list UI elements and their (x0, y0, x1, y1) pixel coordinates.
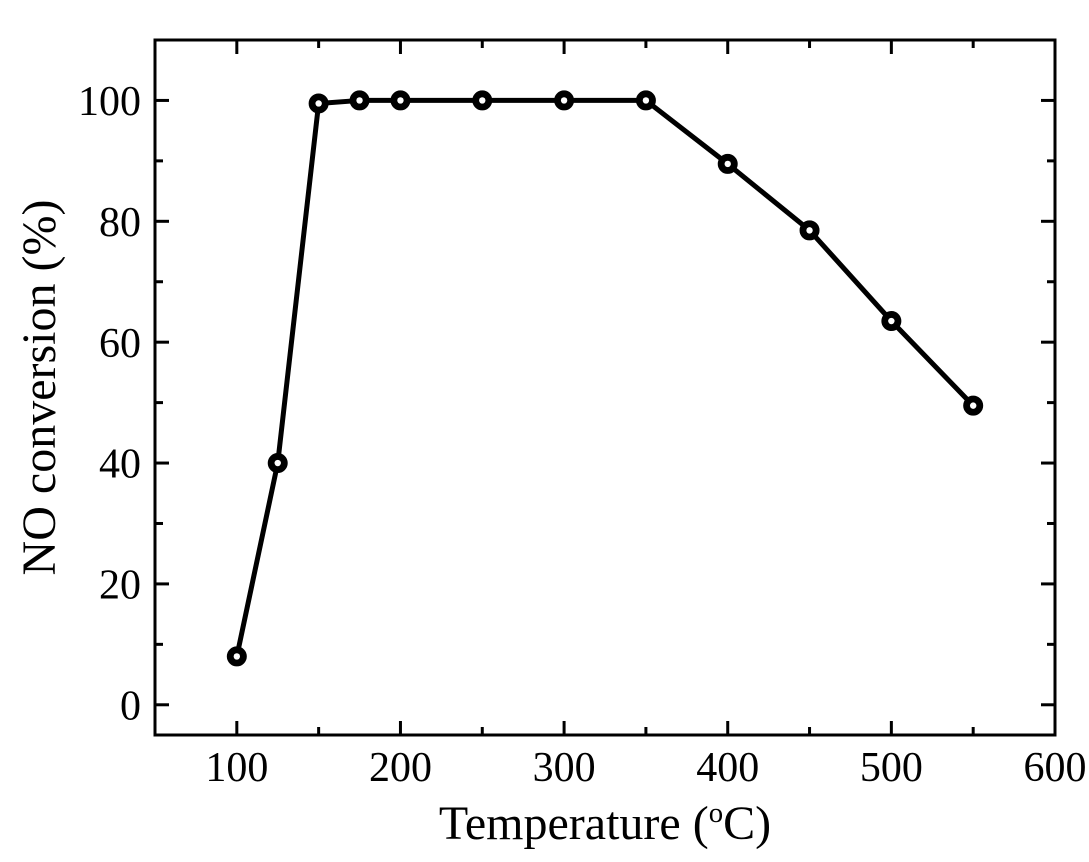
chart-svg: 100200300400500600020406080100Temperatur… (0, 0, 1089, 862)
svg-text:40: 40 (99, 442, 141, 488)
svg-text:500: 500 (860, 745, 923, 791)
svg-text:400: 400 (696, 745, 759, 791)
svg-text:200: 200 (369, 745, 432, 791)
svg-text:600: 600 (1024, 745, 1087, 791)
svg-text:NO conversion (%): NO conversion (%) (13, 200, 66, 576)
svg-text:100: 100 (205, 745, 268, 791)
svg-text:20: 20 (99, 563, 141, 609)
svg-text:60: 60 (99, 321, 141, 367)
svg-text:100: 100 (78, 79, 141, 125)
svg-text:0: 0 (120, 683, 141, 729)
svg-text:80: 80 (99, 200, 141, 246)
no-conversion-chart: 100200300400500600020406080100Temperatur… (0, 0, 1089, 862)
svg-text:300: 300 (533, 745, 596, 791)
